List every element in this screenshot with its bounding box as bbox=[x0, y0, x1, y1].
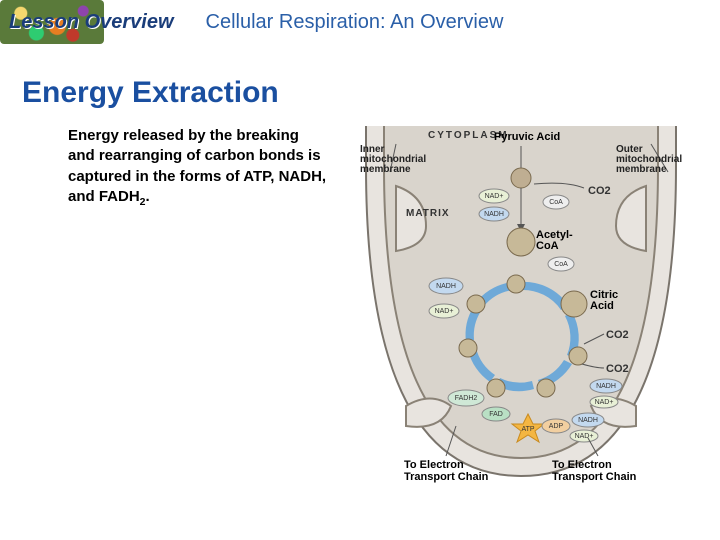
co2-r1: CO2 bbox=[606, 329, 629, 341]
content-row: Energy released by the breaking and rear… bbox=[0, 126, 720, 486]
pill-fad: FAD bbox=[482, 407, 510, 421]
svg-text:NAD+: NAD+ bbox=[595, 399, 614, 406]
acetylcoa-node bbox=[507, 228, 535, 256]
svg-text:CoA: CoA bbox=[549, 199, 563, 206]
svg-text:ADP: ADP bbox=[549, 423, 564, 430]
svg-text:NADH: NADH bbox=[596, 383, 616, 390]
label-pyruvic: Pyruvic Acid bbox=[494, 131, 560, 143]
svg-text:ATP: ATP bbox=[521, 426, 534, 433]
body-text: Energy released by the breaking and rear… bbox=[68, 126, 328, 486]
co2-r2: CO2 bbox=[606, 363, 629, 375]
svg-text:CoA: CoA bbox=[554, 261, 568, 268]
pill-coa-acetyl: CoA bbox=[548, 257, 574, 271]
svg-text:NADH: NADH bbox=[578, 417, 598, 424]
pill-coa-entry: CoA bbox=[543, 195, 569, 209]
pill-nadp-r2: NAD+ bbox=[570, 430, 598, 442]
pill-fadh2: FADH2 bbox=[448, 390, 484, 406]
pill-nadp-entry: NAD+ bbox=[479, 189, 509, 203]
pill-nadp-r1: NAD+ bbox=[590, 396, 618, 408]
pill-nadh-entry: NADH bbox=[479, 207, 509, 221]
svg-text:FADH2: FADH2 bbox=[455, 395, 478, 402]
krebs-cycle-diagram: CYTOPLASM Inner mitochondrial membrane P… bbox=[356, 126, 686, 486]
co2-entry: CO2 bbox=[588, 185, 611, 197]
slide-header: Lesson Overview Cellular Respiration: An… bbox=[0, 0, 720, 44]
svg-text:NAD+: NAD+ bbox=[485, 193, 504, 200]
pill-adp: ADP bbox=[542, 419, 570, 433]
section-title: Energy Extraction bbox=[22, 76, 720, 110]
svg-text:NAD+: NAD+ bbox=[435, 308, 454, 315]
svg-text:NADH: NADH bbox=[484, 211, 504, 218]
topic-title: Cellular Respiration: An Overview bbox=[206, 11, 504, 34]
svg-text:NADH: NADH bbox=[436, 283, 456, 290]
pyruvic-node bbox=[511, 168, 531, 188]
svg-text:NAD+: NAD+ bbox=[575, 433, 594, 440]
lesson-overview-label: Lesson Overview bbox=[9, 11, 174, 34]
diagram-wrap: CYTOPLASM Inner mitochondrial membrane P… bbox=[344, 126, 698, 486]
pill-nadh-r2: NADH bbox=[572, 413, 604, 427]
matrix-label: MATRIX bbox=[406, 208, 450, 219]
svg-text:FAD: FAD bbox=[489, 411, 503, 418]
pill-nadp-left: NAD+ bbox=[429, 304, 459, 318]
pill-nadh-left: NADH bbox=[429, 278, 463, 294]
pill-nadh-r1: NADH bbox=[590, 379, 622, 393]
label-bottom-right: To Electron Transport Chain bbox=[552, 459, 637, 483]
citric-node bbox=[561, 291, 587, 317]
